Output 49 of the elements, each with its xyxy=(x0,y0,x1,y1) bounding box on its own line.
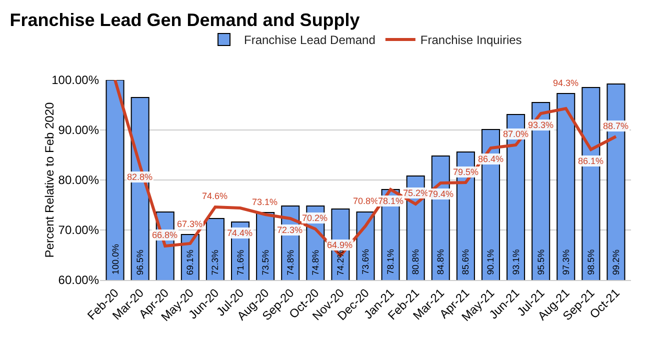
data-label: 74.6% xyxy=(202,191,228,201)
data-label: 70.8% xyxy=(353,196,379,206)
data-label: 69.1% xyxy=(185,250,196,276)
y-tick-label: 90.00% xyxy=(58,123,100,138)
data-label: 67.3% xyxy=(177,219,203,229)
data-label: 72.3% xyxy=(210,250,220,276)
y-axis-title: Percent Relative to Feb 2020 xyxy=(42,102,56,258)
legend-label: Franchise Lead Demand xyxy=(244,33,376,48)
data-label: 79.4% xyxy=(428,189,454,199)
data-label: 93.3% xyxy=(528,120,554,130)
data-label: 100.0% xyxy=(110,244,121,275)
data-label: 74.8% xyxy=(285,250,296,276)
data-label: 94.3% xyxy=(553,78,579,88)
data-label: 78.1% xyxy=(386,249,396,275)
data-label: 96.5% xyxy=(135,250,146,276)
data-label: 99.2% xyxy=(610,249,621,275)
y-tick-label: 70.00% xyxy=(58,223,100,238)
chart-title: Franchise Lead Gen Demand and Supply xyxy=(10,10,360,30)
y-tick-label: 60.00% xyxy=(58,273,100,288)
data-label: 71.6% xyxy=(235,250,246,276)
data-label: 73.6% xyxy=(360,248,370,274)
y-tick-label: 100.00% xyxy=(52,73,100,88)
data-label: 66.8% xyxy=(152,230,178,240)
data-label: 93.1% xyxy=(510,249,521,275)
data-label: 87.0% xyxy=(503,129,529,139)
data-label: 82.8% xyxy=(127,172,153,182)
data-label: 73.5% xyxy=(260,250,270,276)
data-label: 74.4% xyxy=(227,228,253,238)
data-label: 72.3% xyxy=(277,225,303,235)
data-label: 70.2% xyxy=(302,213,328,223)
data-label: 78.1% xyxy=(378,196,404,206)
data-label: 95.5% xyxy=(536,249,546,275)
data-label: 75.2% xyxy=(403,188,429,198)
data-label: 80.8% xyxy=(410,249,421,275)
data-label: 73.1% xyxy=(252,197,278,207)
data-label: 98.5% xyxy=(586,249,596,275)
data-label: 79.5% xyxy=(453,167,479,177)
data-label: 74.8% xyxy=(310,250,320,276)
data-label: 90.1% xyxy=(486,249,496,275)
data-label: 84.8% xyxy=(436,249,446,275)
data-label: 74.2% xyxy=(335,250,346,276)
data-label: 97.3% xyxy=(560,249,571,275)
y-tick-label: 80.00% xyxy=(58,173,100,188)
legend-label: Franchise Inquiries xyxy=(420,33,522,48)
data-label: 86.4% xyxy=(478,154,504,164)
data-label: 64.9% xyxy=(327,240,353,250)
data-label: 88.7% xyxy=(603,121,629,131)
data-label: 86.1% xyxy=(578,156,604,166)
data-label: 85.6% xyxy=(460,249,471,275)
